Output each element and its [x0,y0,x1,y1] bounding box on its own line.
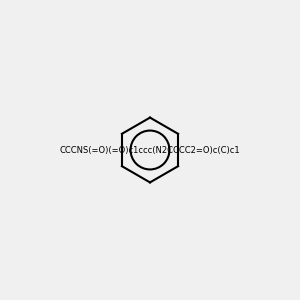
Text: CCCNS(=O)(=O)c1ccc(N2CCCC2=O)c(C)c1: CCCNS(=O)(=O)c1ccc(N2CCCC2=O)c(C)c1 [60,146,240,154]
